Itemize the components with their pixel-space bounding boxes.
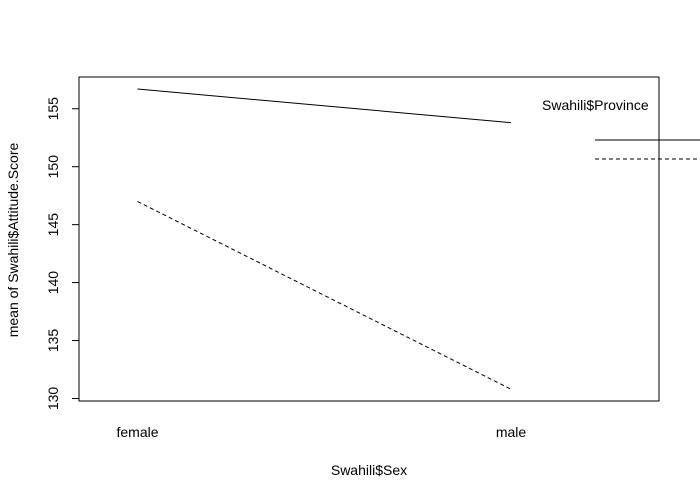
y-tick-label: 150 (45, 155, 61, 179)
y-axis-title: mean of Swahili$Attitude.Score (5, 143, 21, 338)
x-axis-labels: female male (116, 424, 526, 440)
x-category-label: female (116, 424, 158, 440)
legend-title: Swahili$Province (542, 97, 649, 113)
x-category-label: male (496, 424, 527, 440)
y-tick-label: 145 (45, 213, 61, 237)
y-axis: 130 135 140 145 150 155 (45, 97, 80, 411)
legend: Swahili$Province (542, 97, 700, 160)
series-lines (137, 88, 512, 390)
y-tick-label: 140 (45, 271, 61, 295)
y-tick-label: 130 (45, 387, 61, 411)
series-line (137, 201, 512, 390)
y-tick-label: 155 (45, 97, 61, 121)
y-tick-label: 135 (45, 329, 61, 353)
series-line (137, 88, 512, 124)
x-axis-title: Swahili$Sex (331, 462, 407, 478)
plot-frame (78, 76, 660, 402)
